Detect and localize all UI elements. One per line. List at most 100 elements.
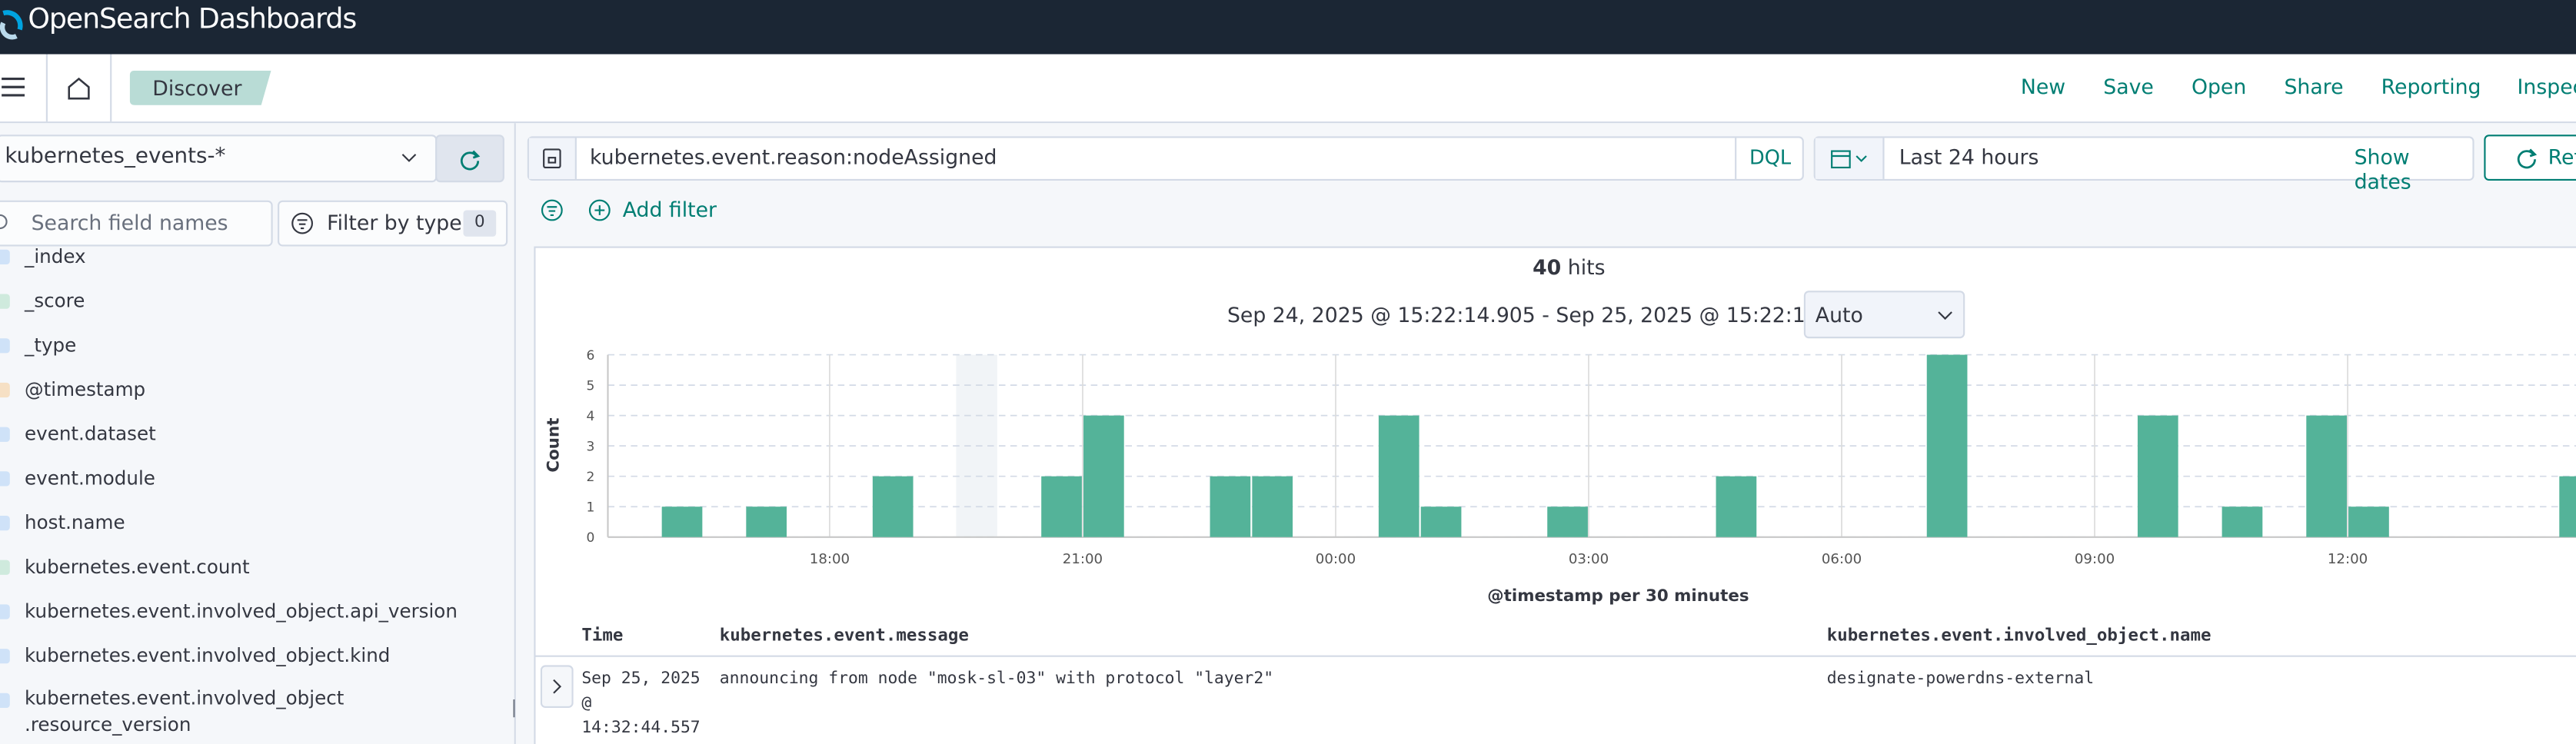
hits: 40 hits [1502,254,1636,279]
field[interactable]: kubernetes.event.involved_object.resourc… [0,679,347,736]
field[interactable]: _score [0,279,514,324]
interval: Auto [1815,302,1863,327]
refresh-index-button[interactable] [435,135,504,183]
nav-bar: Discover New Save Open Share Reporting Inspec… [0,54,2576,124]
nav-action[interactable]: Save [2103,74,2154,99]
quick-menu[interactable] [1815,138,1885,179]
query-language[interactable]: DQL [1735,138,1804,179]
index-pattern: kubernetes_events-* [5,144,226,170]
home-button[interactable] [65,75,92,101]
nav-action[interactable]: Inspect [2517,74,2576,99]
field-name: kubernetes.event.involved_object.resourc… [25,686,344,736]
filter-label: Filter by type [327,210,462,235]
bar [1926,354,1968,537]
bar [1378,415,1419,537]
field-name: event.dataset [25,422,156,446]
field-name: _index [25,244,86,268]
field-name: kubernetes.event.involved_object.api_ver… [25,599,458,623]
column-header[interactable]: kubernetes.event.message [719,626,969,646]
bar [1420,507,1462,537]
range-text: Sep 24, 2025 @ 15:22:14.905 - Sep 25, 20… [1226,302,1905,327]
y-tick-label: 2 [587,470,595,485]
field-search[interactable]: Search field names [0,200,273,247]
filter-options[interactable] [541,199,564,222]
calendar-icon [1831,150,1867,169]
add-filter[interactable]: Add filter [622,197,717,222]
field[interactable]: host.name [0,501,514,546]
x-tick-label: 06:00 [1822,551,1862,567]
nav-action[interactable]: New [2020,74,2066,99]
divider [110,54,112,122]
chevron [401,154,417,162]
field-name: event.module [25,466,155,490]
query-text: kubernetes.event.reason:nodeAssigned [589,144,997,170]
field[interactable]: @timestamp [0,368,514,413]
query-input[interactable]: kubernetes.event.reason:nodeAssigned DQL [527,136,1804,181]
bar [1716,476,1757,537]
filter-count: 0 [463,210,497,237]
field[interactable]: kubernetes.event.involved_object.api_ver… [0,590,514,634]
field-type-icon [0,338,10,354]
search-placeholder: Search field names [31,210,228,235]
interval-select[interactable]: Auto [1803,291,1965,339]
bar [661,507,703,537]
field-type-icon [0,515,10,531]
dql: DQL [1749,146,1792,170]
column-header[interactable]: Time [581,626,624,646]
nav-action[interactable]: Open [2191,74,2247,99]
y-axis-label: Count [544,418,563,473]
x-tick-label: 09:00 [2075,551,2115,567]
field-type-icon [0,249,10,265]
filter-by-type[interactable]: Filter by type 0 [278,200,508,247]
refresh-icon [460,150,481,171]
index-pattern-select[interactable]: kubernetes_events-* [0,135,438,183]
field[interactable]: event.module [0,457,514,501]
hits-label: hits [1567,254,1606,280]
menu-button[interactable] [0,74,29,100]
nav-actions: New Save Open Share Reporting Inspect [2021,74,2576,98]
field[interactable]: _index [0,243,514,279]
cell-name: designate-powerdns-external [1826,669,2095,689]
bar [746,507,787,537]
field[interactable]: _type [0,324,514,368]
cell-time: Sep 25, 2025 @ 14:32:44.557 [581,669,701,738]
breadcrumb[interactable]: Discover [152,75,242,101]
field[interactable]: kubernetes.event.involved_object.kind [0,634,514,679]
y-tick-label: 3 [587,440,595,455]
field-items: _index _score _type @timestamp event.dataset… [0,243,514,736]
x-tick-label: 21:00 [1063,551,1103,567]
x-axis-label: @timestamp per 30 minutes [1487,586,1749,606]
save-icon [543,148,561,169]
refresh-button[interactable]: Refresh [2484,135,2576,181]
add-filter-icon [588,199,611,221]
header-rule [535,655,2576,657]
x-tick-label: 03:00 [1569,551,1609,567]
field-name: _type [25,333,77,357]
brand[interactable]: OpenSearch Dashboards [28,3,357,37]
y-tick-label: 6 [587,348,595,364]
x-tick-label: 00:00 [1316,551,1356,567]
expand-button[interactable] [540,665,574,708]
bar [1083,415,1124,537]
y-tick-label: 0 [587,530,595,546]
y-tick-label: 4 [587,409,595,424]
field[interactable]: event.dataset [0,412,514,457]
column-header[interactable]: kubernetes.event.involved_object.name [1826,626,2212,646]
bar [1210,476,1251,537]
cell-message: announcing from node "mosk-sl-03" with p… [719,669,1274,689]
field-list: _index _score _type @timestamp event.dataset… [0,243,514,744]
show-dates[interactable]: Show dates [2354,144,2411,194]
sidebar: kubernetes_events-* Search field names F… [0,123,523,744]
nav-action[interactable]: Share [2284,74,2344,99]
date-picker[interactable]: Last 24 hours Show dates [1813,136,2474,194]
field[interactable]: kubernetes.event.count [0,545,514,590]
nav-action[interactable]: Reporting [2381,74,2481,99]
saved-query-button[interactable] [528,138,577,179]
bar [2306,415,2347,537]
bar [872,476,914,537]
field-type-icon [0,649,10,664]
bar [2559,476,2576,537]
bar [1547,507,1588,537]
hit-count: 40 [1533,254,1562,280]
